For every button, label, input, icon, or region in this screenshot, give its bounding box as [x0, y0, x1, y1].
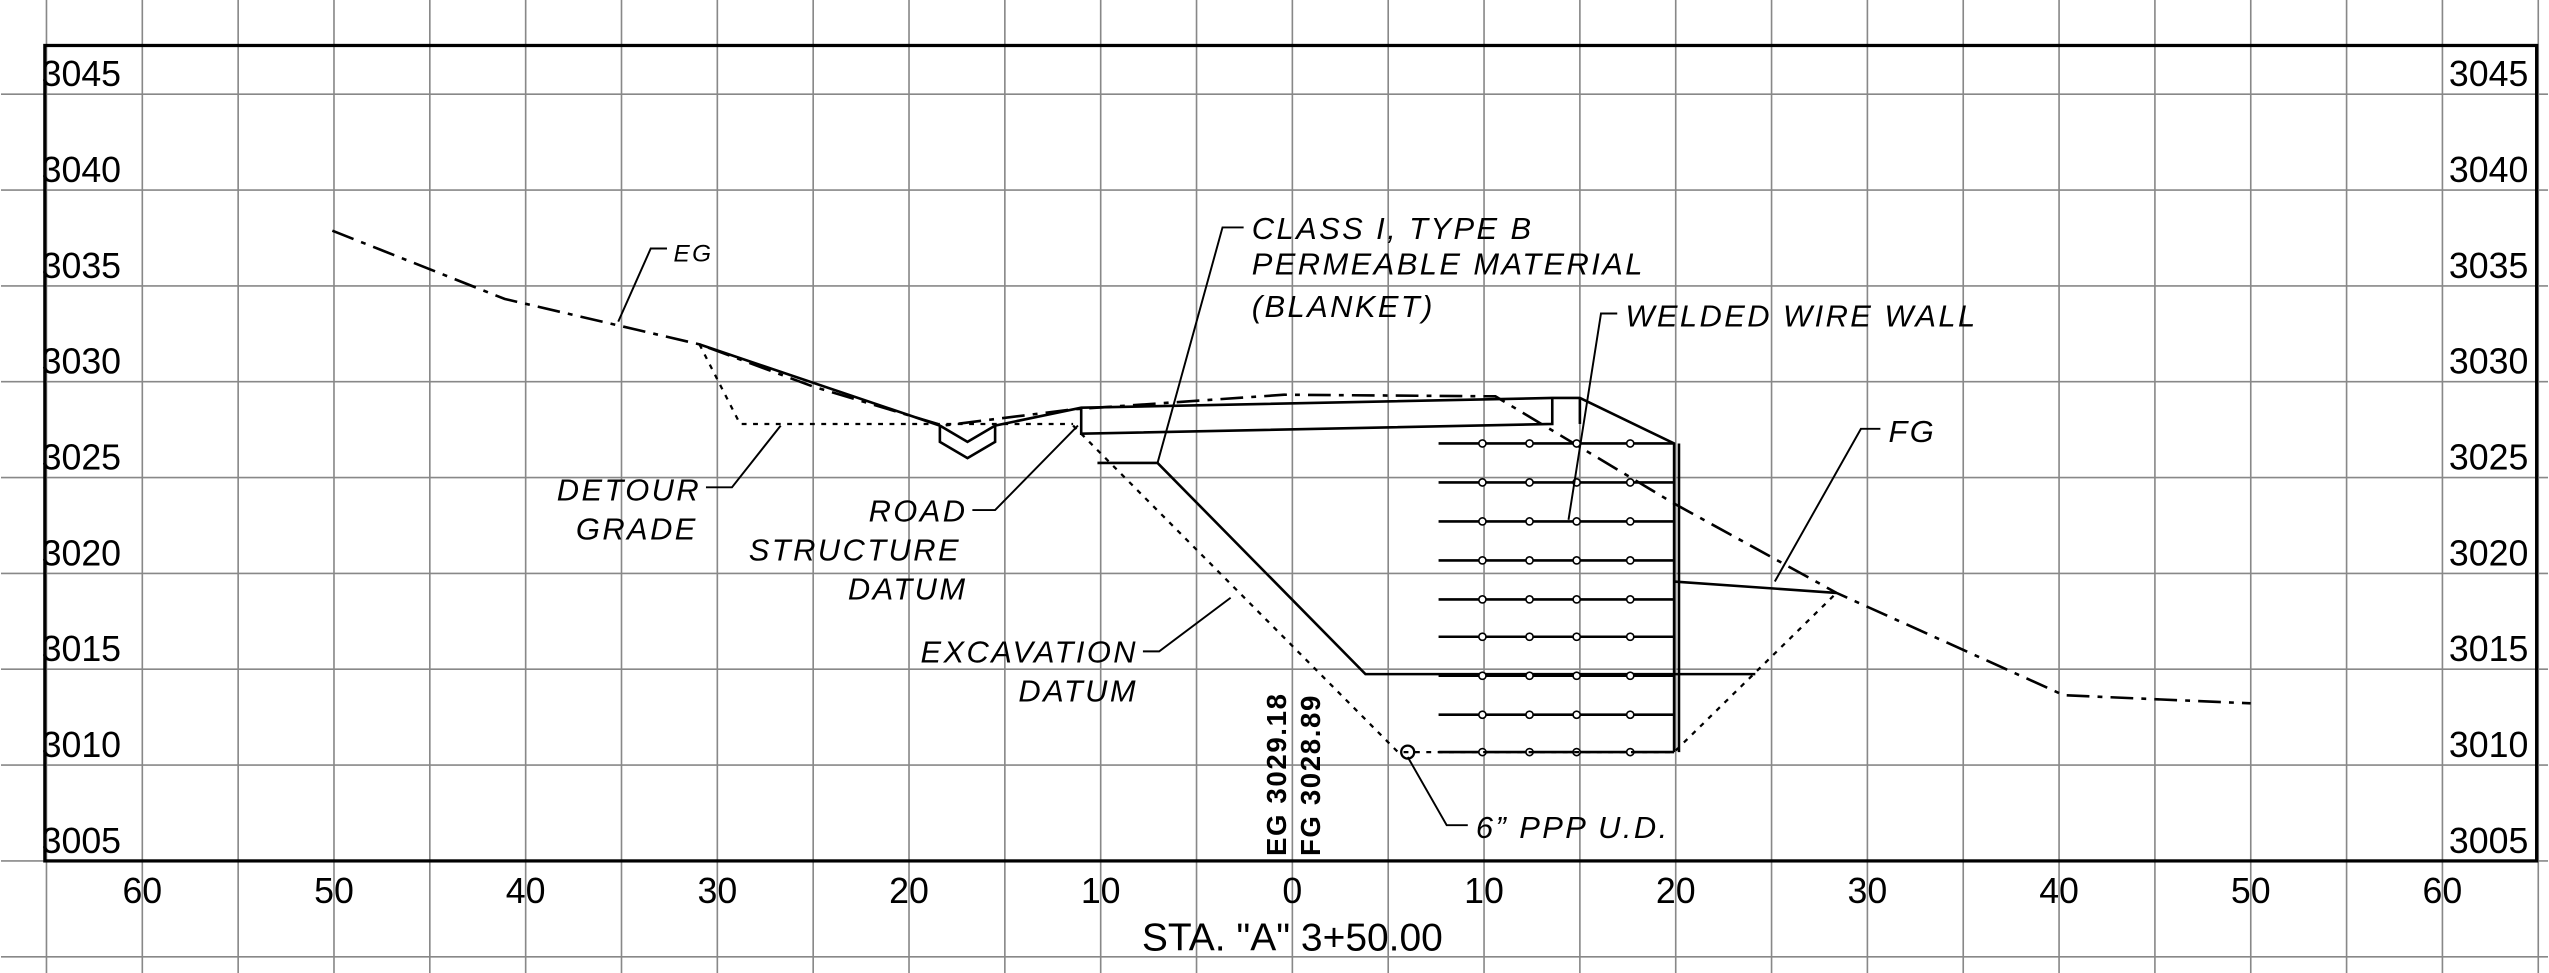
y-tick-label: 3040 [2449, 150, 2528, 190]
frame [43, 43, 2539, 863]
y-tick-label: 3030 [42, 342, 121, 382]
wire-node [1625, 478, 1635, 487]
y-tick-label: 3040 [42, 150, 121, 190]
x-tick-label: 40 [2039, 871, 2079, 911]
leader [705, 424, 782, 489]
leader [972, 424, 1079, 512]
wire-node [1525, 556, 1534, 565]
eg-elevation: EG 3029.18 [1261, 692, 1292, 856]
note: DATUM [1018, 674, 1138, 709]
wire-node [1525, 478, 1534, 487]
x-tick-label: 20 [889, 871, 929, 911]
y-tick-label: 3035 [42, 246, 121, 286]
x-tick-label: 10 [1464, 871, 1504, 911]
wire-node [1525, 595, 1534, 604]
wire-node [1478, 632, 1487, 642]
wire-node [1478, 439, 1487, 448]
note: CLASS I, TYPE B [1252, 211, 1534, 246]
y-tick-label: 3015 [42, 629, 121, 669]
wire-node [1572, 671, 1582, 681]
leader [1567, 312, 1618, 520]
wire-node [1525, 710, 1534, 720]
wire-node [1572, 595, 1582, 604]
leader [1773, 427, 1881, 583]
note: STRUCTURE [749, 532, 961, 567]
note: GRADE [576, 511, 698, 546]
note: WELDED WIRE WALL [1625, 298, 1977, 333]
wire-node [1525, 632, 1534, 642]
wire-node [1625, 632, 1635, 642]
x-tick-label: 60 [122, 871, 162, 911]
y-tick-label: 3005 [42, 821, 121, 861]
x-tick-label: 50 [314, 871, 354, 911]
wire-node [1478, 556, 1487, 565]
wire-node [1478, 710, 1487, 720]
welded-wire-wall [1438, 439, 1675, 757]
wire-node [1525, 517, 1534, 526]
y-tick-label: 3020 [2449, 533, 2528, 573]
y-tick-label: 3010 [42, 725, 121, 765]
x-tick-label: 10 [1081, 871, 1121, 911]
wire-node [1572, 439, 1582, 448]
note: DATUM [848, 571, 968, 606]
leader [1156, 226, 1244, 464]
excavation-datum [1072, 424, 1838, 754]
note: 6” PPP U.D. [1476, 810, 1670, 845]
note: FG [1889, 414, 1937, 449]
wire-node [1625, 671, 1635, 681]
wire-node [1572, 517, 1582, 526]
wire-node [1478, 478, 1487, 487]
wire-node [1625, 595, 1635, 604]
wire-node [1478, 671, 1487, 681]
leader [617, 247, 667, 323]
note: EXCAVATION [920, 635, 1138, 670]
fg-elevation: FG 3028.89 [1295, 694, 1326, 856]
leader [1406, 756, 1468, 827]
x-tick-label: 0 [1282, 871, 1302, 911]
y-tick-label: 3015 [2449, 629, 2528, 669]
x-tick-label: 30 [697, 871, 737, 911]
y-tick-label: 3025 [42, 437, 121, 477]
x-tick-label: 60 [2423, 871, 2463, 911]
y-tick-label: 3030 [2449, 342, 2528, 382]
y-tick-label: 3010 [2449, 725, 2528, 765]
wire-node [1625, 710, 1635, 720]
blanket [1097, 461, 1756, 676]
y-tick-label: 3025 [2449, 437, 2528, 477]
detour-grade [698, 343, 1074, 426]
wire-node [1625, 439, 1635, 448]
note: ROAD [869, 493, 968, 528]
y-tick-label: 3005 [2449, 821, 2528, 861]
wire-node [1625, 556, 1635, 565]
y-tick-label: 3020 [42, 533, 121, 573]
ditch [938, 425, 997, 460]
wire-node [1572, 710, 1582, 720]
x-tick-label: 40 [506, 871, 546, 911]
x-tick-label: 30 [1848, 871, 1888, 911]
y-tick-label: 3035 [2449, 246, 2528, 286]
fg-right [1674, 580, 1837, 595]
wire-node [1478, 595, 1487, 604]
station-label: STA. "A" 3+50.00 [1142, 916, 1443, 959]
note: PERMEABLE MATERIAL [1252, 247, 1645, 282]
y-tick-label: 3045 [2449, 54, 2528, 94]
note: (BLANKET) [1252, 289, 1435, 324]
wire-node [1572, 632, 1582, 642]
wire-node [1525, 439, 1534, 448]
existing-ground [331, 229, 2251, 705]
note: EG [673, 241, 713, 268]
wire-node [1572, 556, 1582, 565]
wire-node [1478, 517, 1487, 526]
y-tick-label: 3045 [42, 54, 121, 94]
x-tick-label: 20 [1656, 871, 1696, 911]
x-tick-label: 50 [2231, 871, 2271, 911]
road-structure [1079, 397, 1554, 436]
wire-node [1625, 517, 1635, 526]
leader [1142, 596, 1232, 653]
wire-node [1525, 671, 1534, 681]
note: DETOUR [557, 472, 701, 507]
